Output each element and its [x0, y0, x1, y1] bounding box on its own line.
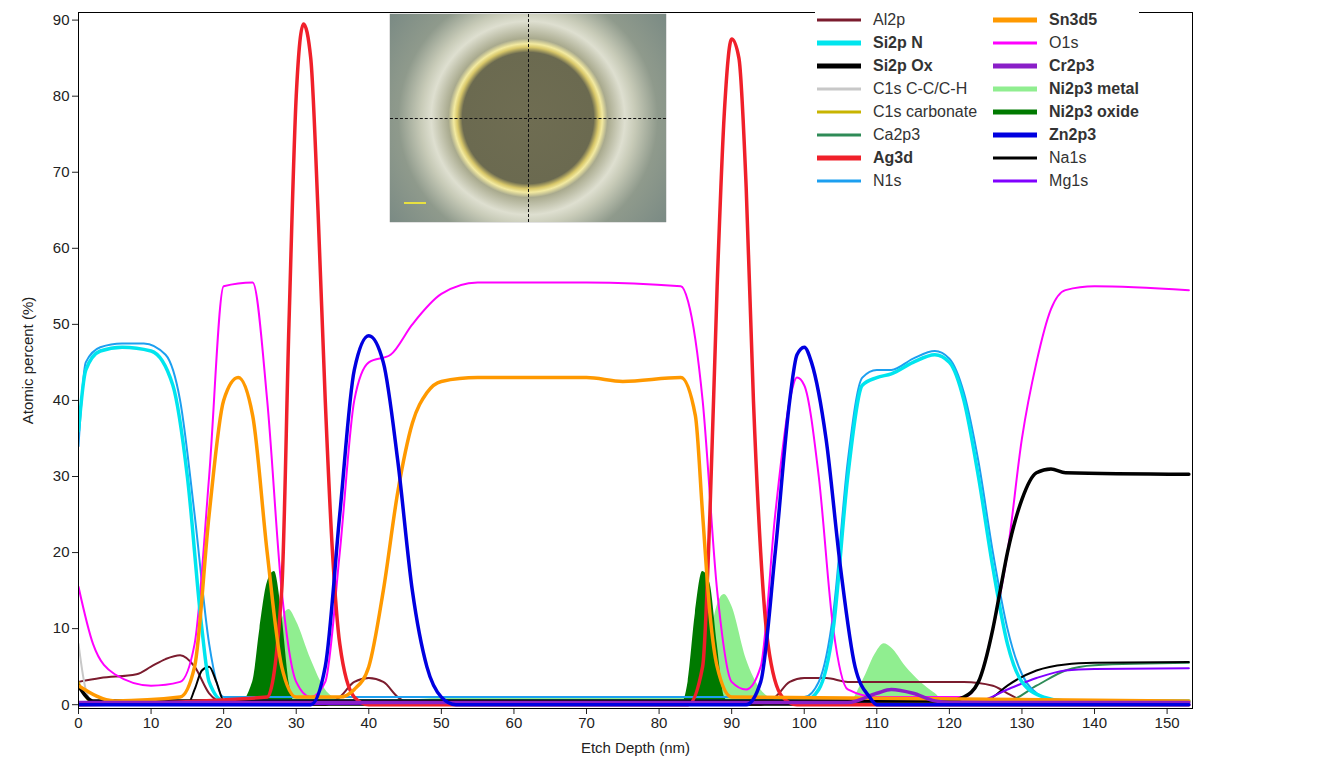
html-text:Mg1s: Mg1s — [1049, 171, 1089, 189]
html-text:C1s C-C/C-H: C1s C-C/C-H — [873, 79, 968, 97]
svg-text:70: 70 — [53, 163, 70, 180]
svg-text:130: 130 — [1009, 714, 1034, 731]
html-text:Ni2p3 oxide: Ni2p3 oxide — [1049, 102, 1139, 120]
svg-text:110: 110 — [865, 714, 889, 731]
svg-text:70: 70 — [578, 714, 595, 731]
html-text:Si2p Ox: Si2p Ox — [873, 56, 933, 74]
svg-text:0: 0 — [74, 714, 82, 731]
svg-text:60: 60 — [506, 714, 523, 731]
html-text:C1s carbonate: C1s carbonate — [873, 102, 978, 120]
svg-text:30: 30 — [53, 467, 70, 484]
svg-text:50: 50 — [433, 714, 450, 731]
html-text:Ca2p3: Ca2p3 — [873, 125, 921, 143]
svg-text:50: 50 — [53, 315, 70, 332]
html-text:O1s: O1s — [1049, 33, 1079, 51]
svg-text:120: 120 — [937, 714, 962, 731]
html-text:Al2p: Al2p — [873, 10, 905, 28]
svg-text:10: 10 — [143, 714, 160, 731]
svg-text:20: 20 — [215, 714, 232, 731]
svg-text:60: 60 — [53, 239, 70, 256]
html-text:Sn3d5: Sn3d5 — [1049, 10, 1098, 28]
html-text:Cr2p3: Cr2p3 — [1049, 56, 1095, 74]
svg-text:90: 90 — [723, 714, 740, 731]
svg-text:90: 90 — [53, 11, 70, 28]
svg-text:30: 30 — [288, 714, 305, 731]
html-text:Zn2p3: Zn2p3 — [1049, 125, 1097, 143]
svg-text:80: 80 — [53, 87, 70, 104]
html-text:Si2p N: Si2p N — [873, 33, 923, 51]
svg-text:0: 0 — [61, 695, 69, 712]
html-text:Na1s: Na1s — [1049, 148, 1087, 166]
svg-text:Atomic percent (%): Atomic percent (%) — [19, 297, 36, 425]
html-text:Ni2p3 metal: Ni2p3 metal — [1049, 79, 1139, 97]
svg-text:80: 80 — [651, 714, 668, 731]
svg-text:40: 40 — [53, 391, 70, 408]
svg-text:150: 150 — [1155, 714, 1180, 731]
svg-text:40: 40 — [360, 714, 377, 731]
html-text:N1s: N1s — [873, 171, 902, 189]
svg-text:Etch Depth (nm): Etch Depth (nm) — [581, 739, 690, 756]
html-text:Ag3d: Ag3d — [873, 148, 913, 166]
svg-text:140: 140 — [1082, 714, 1107, 731]
svg-text:20: 20 — [53, 543, 70, 560]
svg-text:10: 10 — [53, 619, 70, 636]
svg-text:100: 100 — [792, 714, 817, 731]
